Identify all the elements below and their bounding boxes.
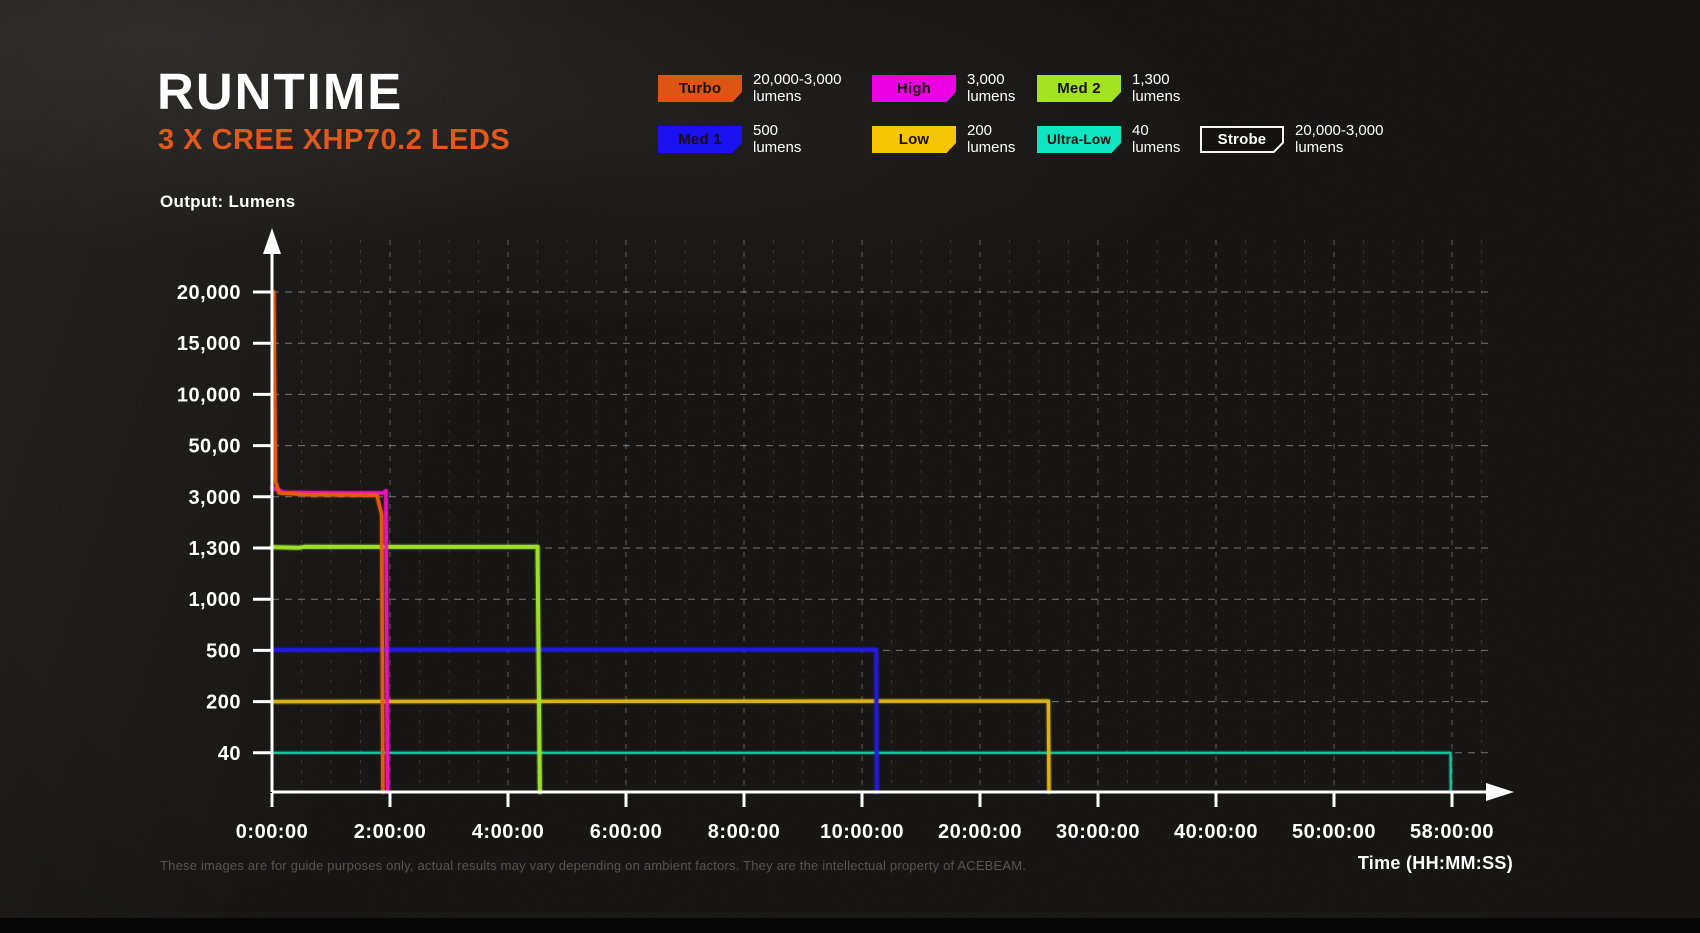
series-line-low [270,699,1051,794]
series-line-med-1 [270,647,879,794]
legend-item-turbo: Turbo 20,000-3,000 lumens [658,71,841,104]
y-tick-label: 1,300 [188,538,241,560]
legend-item-med-1: Med 1 500 lumens [658,122,801,155]
x-tick-label: 50:00:00 [1292,821,1376,843]
series-glow-med-1 [268,646,881,796]
legend-value: 500 lumens [753,122,802,156]
series-line-turbo [272,290,385,794]
x-tick-label: 6:00:00 [590,821,662,843]
y-tick-label: 15,000 [177,333,241,355]
legend-item-med-2: Med 2 1,300 lumens [1037,71,1180,104]
x-tick-label: 0:00:00 [236,821,308,843]
page-subtitle: 3 X CREE XHP70.2 LEDS [158,124,511,156]
series-line-high [270,486,390,794]
x-tick-label: 10:00:00 [820,821,904,843]
x-tick-label: 8:00:00 [708,821,780,843]
series-glow-high [269,484,391,795]
legend-badge-turbo [658,75,742,102]
disclaimer-text: These images are for guide purposes only… [160,858,1027,873]
y-axis-title: Output: Lumens [160,192,296,211]
series-line-ultra-low [270,751,1452,794]
legend-item-high: High 3,000 lumens [872,71,1015,104]
legend-badge-label: Low [898,131,930,148]
x-axis-arrow-icon [1486,783,1514,801]
legend-badge-med-2 [1037,75,1121,102]
legend-badge-label: Med 2 [1057,80,1101,97]
legend-item-strobe: Strobe 20,000-3,000 lumens [1200,122,1383,155]
series-line-med-2 [270,544,542,794]
y-tick-label: 20,000 [177,282,241,304]
legend-item-low: Low 200 lumens [872,122,1015,155]
y-tick-label: 50,00 [188,436,241,458]
x-tick-label: 58:00:00 [1410,821,1494,843]
legend-value: 3,000 lumens [967,71,1016,105]
x-axis-title: Time (HH:MM:SS) [1357,853,1513,873]
legend-badge-med-1 [658,126,742,153]
legend-value: 20,000-3,000 lumens [1295,122,1384,156]
y-tick-label: 10,000 [177,384,241,406]
x-tick-label: 30:00:00 [1056,821,1140,843]
series-glow-med-2 [268,543,544,796]
y-tick-label: 1,000 [188,589,241,611]
x-tick-label: 4:00:00 [472,821,544,843]
legend-value: 40 lumens [1132,122,1181,156]
legend-item-ultra-low: Ultra-Low 40 lumens [1037,122,1180,155]
legend-badge-label: Turbo [678,80,722,97]
series-glow-turbo [270,289,386,795]
y-tick-label: 40 [218,743,241,765]
legend-value: 1,300 lumens [1132,71,1181,105]
legend-badge-high [872,75,956,102]
x-tick-label: 40:00:00 [1174,821,1258,843]
legend-badge-label: High [896,80,932,97]
legend-badge-label: Med 1 [678,131,722,148]
legend-badge-low [872,126,956,153]
x-tick-label: 20:00:00 [938,821,1022,843]
legend-badge-label: Ultra-Low [1046,132,1112,147]
y-tick-label: 200 [206,692,241,714]
legend-value: 200 lumens [967,122,1016,156]
y-tick-label: 500 [206,640,241,662]
legend-badge-strobe [1200,126,1284,153]
legend-badge-ultra-low [1037,126,1121,153]
y-tick-label: 3,000 [188,487,241,509]
legend-badge-label: Strobe [1217,131,1267,148]
x-tick-label: 2:00:00 [354,821,426,843]
legend-value: 20,000-3,000 lumens [753,71,842,105]
page-title: RUNTIME [157,63,404,120]
y-axis-arrow-icon [263,228,281,254]
